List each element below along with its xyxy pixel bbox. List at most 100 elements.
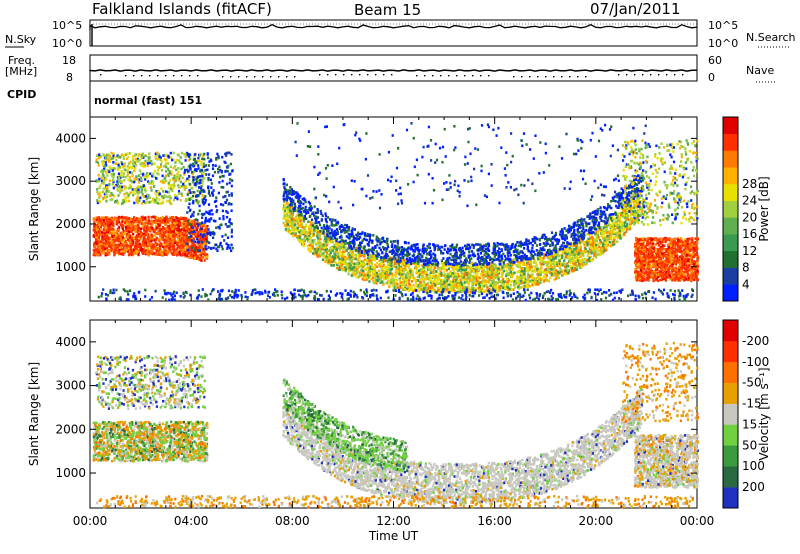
power-cell: [193, 219, 196, 222]
power-cell: [92, 248, 95, 252]
power-cell: [230, 203, 233, 206]
power-cell: [154, 253, 157, 256]
power-cell: [171, 216, 174, 219]
power-cell: [94, 245, 97, 248]
power-cell: [128, 219, 131, 222]
nave-dot: [650, 74, 652, 76]
power-cell: [178, 217, 181, 221]
power-cell: [204, 219, 207, 222]
power-cell: [599, 250, 602, 253]
power-cell: [128, 230, 131, 233]
power-cell: [115, 219, 118, 222]
power-cell: [166, 230, 169, 234]
power-cell: [165, 179, 168, 183]
power-cell: [186, 222, 189, 225]
power-cell: [103, 164, 106, 168]
power-cell: [227, 164, 230, 168]
power-cell: [485, 289, 488, 293]
power-cell: [107, 237, 110, 240]
power-cell: [97, 216, 100, 219]
power-cell: [178, 229, 181, 232]
power-cell: [95, 238, 98, 242]
power-cell: [128, 249, 131, 253]
power-cell: [163, 219, 167, 223]
power-cell: [98, 230, 101, 234]
power-cell: [143, 225, 146, 228]
power-cell: [221, 155, 224, 159]
power-cell: [190, 253, 193, 257]
power-cell: [122, 248, 125, 251]
power-cell: [131, 250, 135, 254]
power-cell: [169, 248, 172, 252]
power-cell: [167, 228, 170, 232]
power-cell: [142, 227, 145, 230]
power-cell: [201, 255, 204, 259]
power-cell: [101, 235, 104, 239]
power-cell: [505, 274, 508, 278]
power-cell: [567, 264, 570, 268]
power-cell: [167, 174, 170, 178]
power-cell: [121, 162, 124, 166]
power-cell: [175, 253, 178, 256]
power-cell: [372, 257, 375, 261]
power-cell: [192, 162, 195, 166]
power-cell: [118, 221, 121, 224]
power-cell: [186, 254, 189, 258]
power-cell: [177, 167, 180, 170]
power-cell: [195, 182, 198, 186]
power-cell: [111, 179, 114, 182]
power-cell: [112, 186, 115, 190]
power-cell: [172, 237, 175, 241]
power-cell: [150, 219, 153, 222]
power-cell: [141, 224, 144, 228]
power-cell: [143, 175, 146, 179]
power-cell: [200, 259, 203, 262]
power-cell: [203, 251, 207, 255]
power-cell: [196, 189, 199, 193]
power-cell: [144, 233, 147, 237]
power-cell: [193, 230, 196, 233]
power-cell: [125, 226, 128, 229]
power-cell: [122, 233, 125, 236]
power-cell: [103, 169, 106, 173]
power-cell: [222, 217, 225, 221]
power-cell: [183, 171, 186, 174]
power-cell: [176, 153, 179, 157]
power-cell: [101, 216, 104, 220]
power-cell: [141, 220, 144, 223]
power-cell: [531, 283, 534, 287]
power-cell: [121, 216, 124, 220]
power-cell: [219, 175, 222, 179]
power-cell: [570, 269, 573, 273]
power-cell: [225, 198, 229, 202]
power-cell: [202, 247, 205, 251]
power-cell: [114, 233, 117, 237]
power-cell: [98, 156, 101, 160]
nave-dot: [545, 76, 547, 78]
power-cell: [108, 155, 112, 158]
power-cell: [208, 173, 211, 176]
power-cell: [150, 160, 153, 163]
power-cell: [156, 168, 160, 172]
power-cell: [218, 217, 221, 220]
power-cell: [168, 228, 171, 231]
power-cell: [422, 284, 425, 288]
power-cell: [134, 177, 137, 181]
power-cell: [106, 222, 109, 226]
power-cell: [93, 228, 96, 232]
power-cell: [186, 153, 189, 156]
power-cell: [108, 183, 111, 187]
power-cell: [159, 158, 162, 162]
power-cell: [172, 253, 176, 256]
power-cell: [164, 239, 167, 242]
power-cell: [186, 238, 189, 242]
nave-dot: [383, 74, 385, 76]
power-cell: [156, 165, 159, 169]
power-cell: [120, 174, 123, 177]
power-cell: [188, 231, 191, 235]
power-cell: [106, 234, 109, 238]
power-cell: [117, 239, 120, 243]
power-cell: [109, 236, 112, 239]
power-cell: [225, 210, 228, 213]
power-cell: [142, 184, 145, 187]
